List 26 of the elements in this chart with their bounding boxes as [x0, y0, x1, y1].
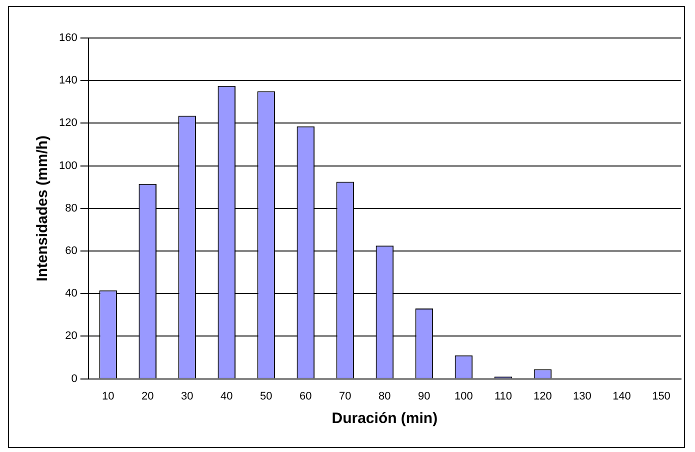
x-tick-label: 100 — [454, 390, 473, 402]
x-tick-label: 20 — [141, 390, 154, 402]
x-tick-label: 10 — [102, 390, 114, 402]
x-tick-label: 70 — [339, 390, 352, 402]
x-tick-label: 130 — [573, 390, 592, 402]
x-tick-label: 30 — [181, 390, 194, 402]
y-tick-label: 60 — [65, 245, 78, 258]
y-axis-title: Intensidades (mm/h) — [34, 135, 52, 282]
y-tick-label: 0 — [71, 372, 78, 385]
y-tick-label: 100 — [58, 160, 78, 172]
y-tick-label: 40 — [65, 288, 78, 300]
x-tick-label: 150 — [652, 390, 670, 402]
y-tick-label: 20 — [65, 330, 78, 342]
x-tick-label: 50 — [260, 390, 272, 402]
x-axis-title: Duración (min) — [332, 410, 438, 428]
y-tick-label: 80 — [65, 202, 78, 214]
x-tick-label: 90 — [418, 390, 430, 402]
x-tick-label: 140 — [612, 390, 631, 402]
y-tick-label: 120 — [58, 117, 78, 130]
y-tick-label: 140 — [58, 74, 78, 87]
x-tick-label: 40 — [220, 390, 233, 402]
y-tick-label: 160 — [58, 32, 78, 44]
x-tick-label: 80 — [378, 390, 391, 402]
x-tick-label: 60 — [300, 390, 312, 402]
x-tick-label: 120 — [534, 390, 552, 402]
x-tick-label: 110 — [494, 390, 512, 402]
